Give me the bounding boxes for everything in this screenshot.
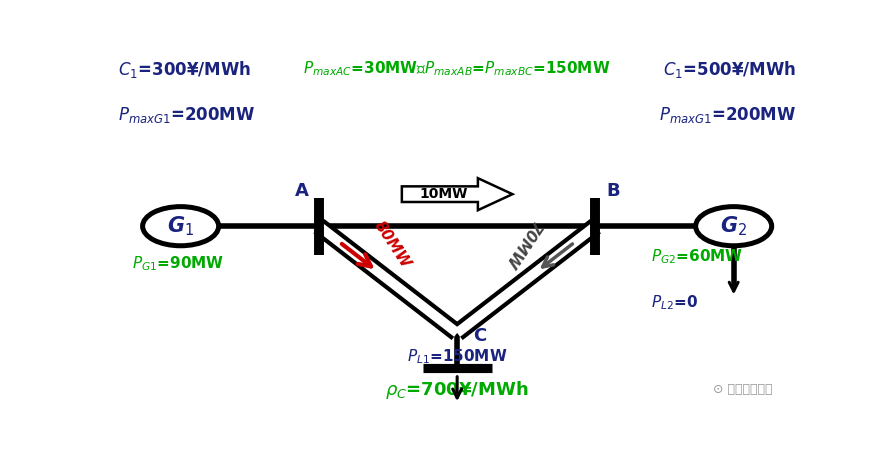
Text: $P_{maxAC}$=30MW，$P_{maxAB}$=$P_{maxBC}$=150MW: $P_{maxAC}$=30MW，$P_{maxAB}$=$P_{maxBC}$… [303, 59, 611, 78]
Circle shape [696, 207, 772, 246]
Text: 10MW: 10MW [419, 187, 467, 201]
Text: ⊙ 走进电力市场: ⊙ 走进电力市场 [713, 383, 772, 396]
Polygon shape [401, 178, 512, 210]
Text: $\mathit{C}_1$=300¥/MWh: $\mathit{C}_1$=300¥/MWh [119, 59, 252, 80]
Text: 70MW: 70MW [501, 218, 543, 271]
Text: C: C [474, 328, 487, 346]
Text: $P_{G1}$=90MW: $P_{G1}$=90MW [132, 255, 225, 274]
Text: G$_1$: G$_1$ [167, 214, 194, 238]
Text: $\mathit{C}_1$=500¥/MWh: $\mathit{C}_1$=500¥/MWh [663, 59, 796, 80]
Text: $\rho_C$=700¥/MWh: $\rho_C$=700¥/MWh [385, 379, 529, 401]
Text: A: A [294, 182, 309, 200]
Text: $P_{L1}$=150MW: $P_{L1}$=150MW [407, 347, 508, 366]
Text: $P_{L2}$=0: $P_{L2}$=0 [651, 294, 698, 312]
Text: $\mathit{P}_{maxG1}$=200MW: $\mathit{P}_{maxG1}$=200MW [119, 105, 256, 125]
Circle shape [143, 207, 219, 246]
Text: B: B [606, 182, 620, 200]
Text: G$_2$: G$_2$ [720, 214, 747, 238]
Text: 80MW: 80MW [371, 218, 413, 271]
Text: $P_{G2}$=60MW: $P_{G2}$=60MW [651, 248, 743, 266]
Text: $\mathit{P}_{maxG1}$=200MW: $\mathit{P}_{maxG1}$=200MW [658, 105, 796, 125]
